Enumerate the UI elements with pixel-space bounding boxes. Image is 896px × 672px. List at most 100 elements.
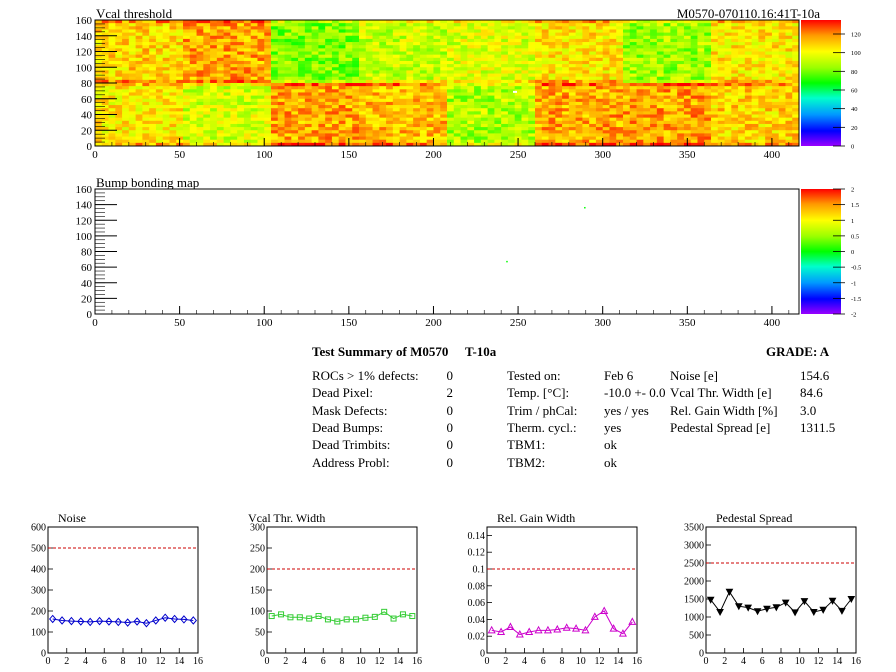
y-tick-label: 50 [255, 628, 265, 639]
y-tick-label: 250 [250, 544, 265, 555]
data-point [296, 614, 303, 621]
data-point [618, 629, 627, 637]
y-tick-label: 0 [480, 649, 485, 660]
data-point [809, 608, 818, 617]
data-point [487, 625, 496, 634]
plot-title: Pedestal Spread [716, 511, 792, 525]
x-tick-label: 14 [393, 656, 403, 667]
map1-cells [95, 20, 800, 147]
summary-value: 1311.5 [800, 419, 836, 435]
y-tick-label: 20 [81, 293, 93, 305]
x-tick-label: 12 [375, 656, 385, 667]
palette-tick-label: -1 [851, 280, 856, 287]
y-tick-label: 160 [76, 184, 93, 196]
x-tick-label: 8 [560, 656, 565, 667]
data-point [781, 599, 790, 607]
x-tick-label: 14 [832, 656, 842, 667]
data-point [838, 607, 846, 615]
data-point [753, 608, 762, 616]
y-tick-label: 3500 [684, 523, 704, 534]
data-point [590, 612, 599, 620]
data-point [534, 625, 543, 634]
palette-tick-label: 120 [851, 32, 861, 39]
y-tick-label: 120 [76, 47, 93, 59]
palette-tick-label: 80 [851, 69, 858, 76]
data-point [847, 596, 856, 604]
summary-label: Noise [e] [670, 368, 719, 383]
data-point [409, 613, 416, 620]
x-tick-label: 16 [851, 656, 861, 667]
y-tick-label: 0 [87, 309, 93, 321]
x-tick-label: 100 [256, 149, 273, 161]
data-point [371, 613, 378, 620]
y-tick-label: 100 [250, 607, 265, 618]
y-tick-label: 150 [250, 586, 265, 597]
data-point [77, 617, 85, 626]
series-line [491, 610, 633, 636]
data-point [152, 616, 160, 625]
grade: GRADE: A [766, 344, 830, 359]
y-tick-label: 0.14 [468, 531, 486, 542]
y-tick-label: 300 [250, 523, 265, 534]
dead-pixel [513, 90, 517, 93]
x-tick-label: 16 [632, 656, 642, 667]
vcal-threshold-map: Vcal threshold M0570-070110.16:41T-10a 0… [76, 6, 861, 161]
y-tick-label: 0.1 [473, 565, 486, 576]
summary-label: Dead Bumps: [312, 419, 384, 435]
x-tick-label: 0 [92, 149, 98, 161]
data-point [124, 618, 132, 627]
summary-label: TBM2: [507, 454, 546, 470]
summary-label: Temp. [°C]: [507, 385, 570, 401]
x-tick-label: 50 [174, 317, 186, 329]
data-point [105, 617, 113, 626]
y-tick-label: 100 [76, 231, 93, 243]
y-tick-label: 0.08 [468, 581, 486, 592]
y-tick-label: 600 [31, 523, 46, 534]
summary-value: ok [604, 454, 617, 470]
y-tick-label: 40 [81, 110, 93, 122]
data-point [95, 616, 104, 626]
data-point [800, 598, 809, 606]
data-point [543, 625, 552, 634]
palette-tick-label: -0.5 [851, 265, 861, 272]
x-tick-label: 2 [283, 656, 288, 667]
data-point [49, 614, 57, 624]
data-point [497, 627, 506, 635]
data-point [86, 617, 94, 627]
y-tick-label: 60 [81, 262, 93, 274]
data-point [381, 608, 388, 615]
map2-x-axis: 0 50 100 150 200 250 300 350 400 [92, 306, 790, 329]
x-tick-label: 16 [412, 656, 422, 667]
y-tick-label: 0 [87, 141, 93, 153]
x-tick-label: 400 [764, 317, 781, 329]
plot-3: Pedestal Spread 0 2 4 6 8 10 12 14 16 0 500 1000 1500… [684, 511, 861, 667]
x-tick-label: 4 [741, 656, 746, 667]
x-tick-label: 14 [174, 656, 184, 667]
y-tick-label: 200 [31, 607, 46, 618]
y-tick-label: 40 [81, 278, 93, 290]
x-tick-label: 6 [321, 656, 326, 667]
data-point [609, 624, 618, 632]
x-tick-label: 6 [541, 656, 546, 667]
x-tick-label: 10 [137, 656, 147, 667]
data-point [278, 611, 285, 618]
data-point [334, 618, 341, 625]
summary-label: Mask Defects: [312, 402, 388, 418]
summary-value: 0 [446, 402, 454, 418]
x-tick-label: 4 [302, 656, 307, 667]
plot-0: Noise 0 2 4 6 8 10 12 14 16 0 100 200 300 400 500 600 [31, 511, 203, 667]
y-tick-label: 120 [76, 215, 93, 227]
y-tick-label: 300 [31, 586, 46, 597]
summary-value: yes / yes [604, 402, 649, 418]
data-point [744, 604, 753, 612]
data-point [562, 623, 571, 631]
palette-tick-label: -2 [851, 312, 856, 319]
summary-label: Dead Trimbits: [312, 437, 391, 453]
summary-value: 0 [446, 419, 454, 435]
y-tick-label: 0.12 [468, 548, 486, 559]
summary-value: 0 [446, 437, 454, 453]
y-tick-label: 2000 [684, 577, 704, 588]
plot-1: Vcal Thr. Width 0 2 4 6 8 10 12 14 16 0 50 100 150 200… [248, 511, 422, 667]
